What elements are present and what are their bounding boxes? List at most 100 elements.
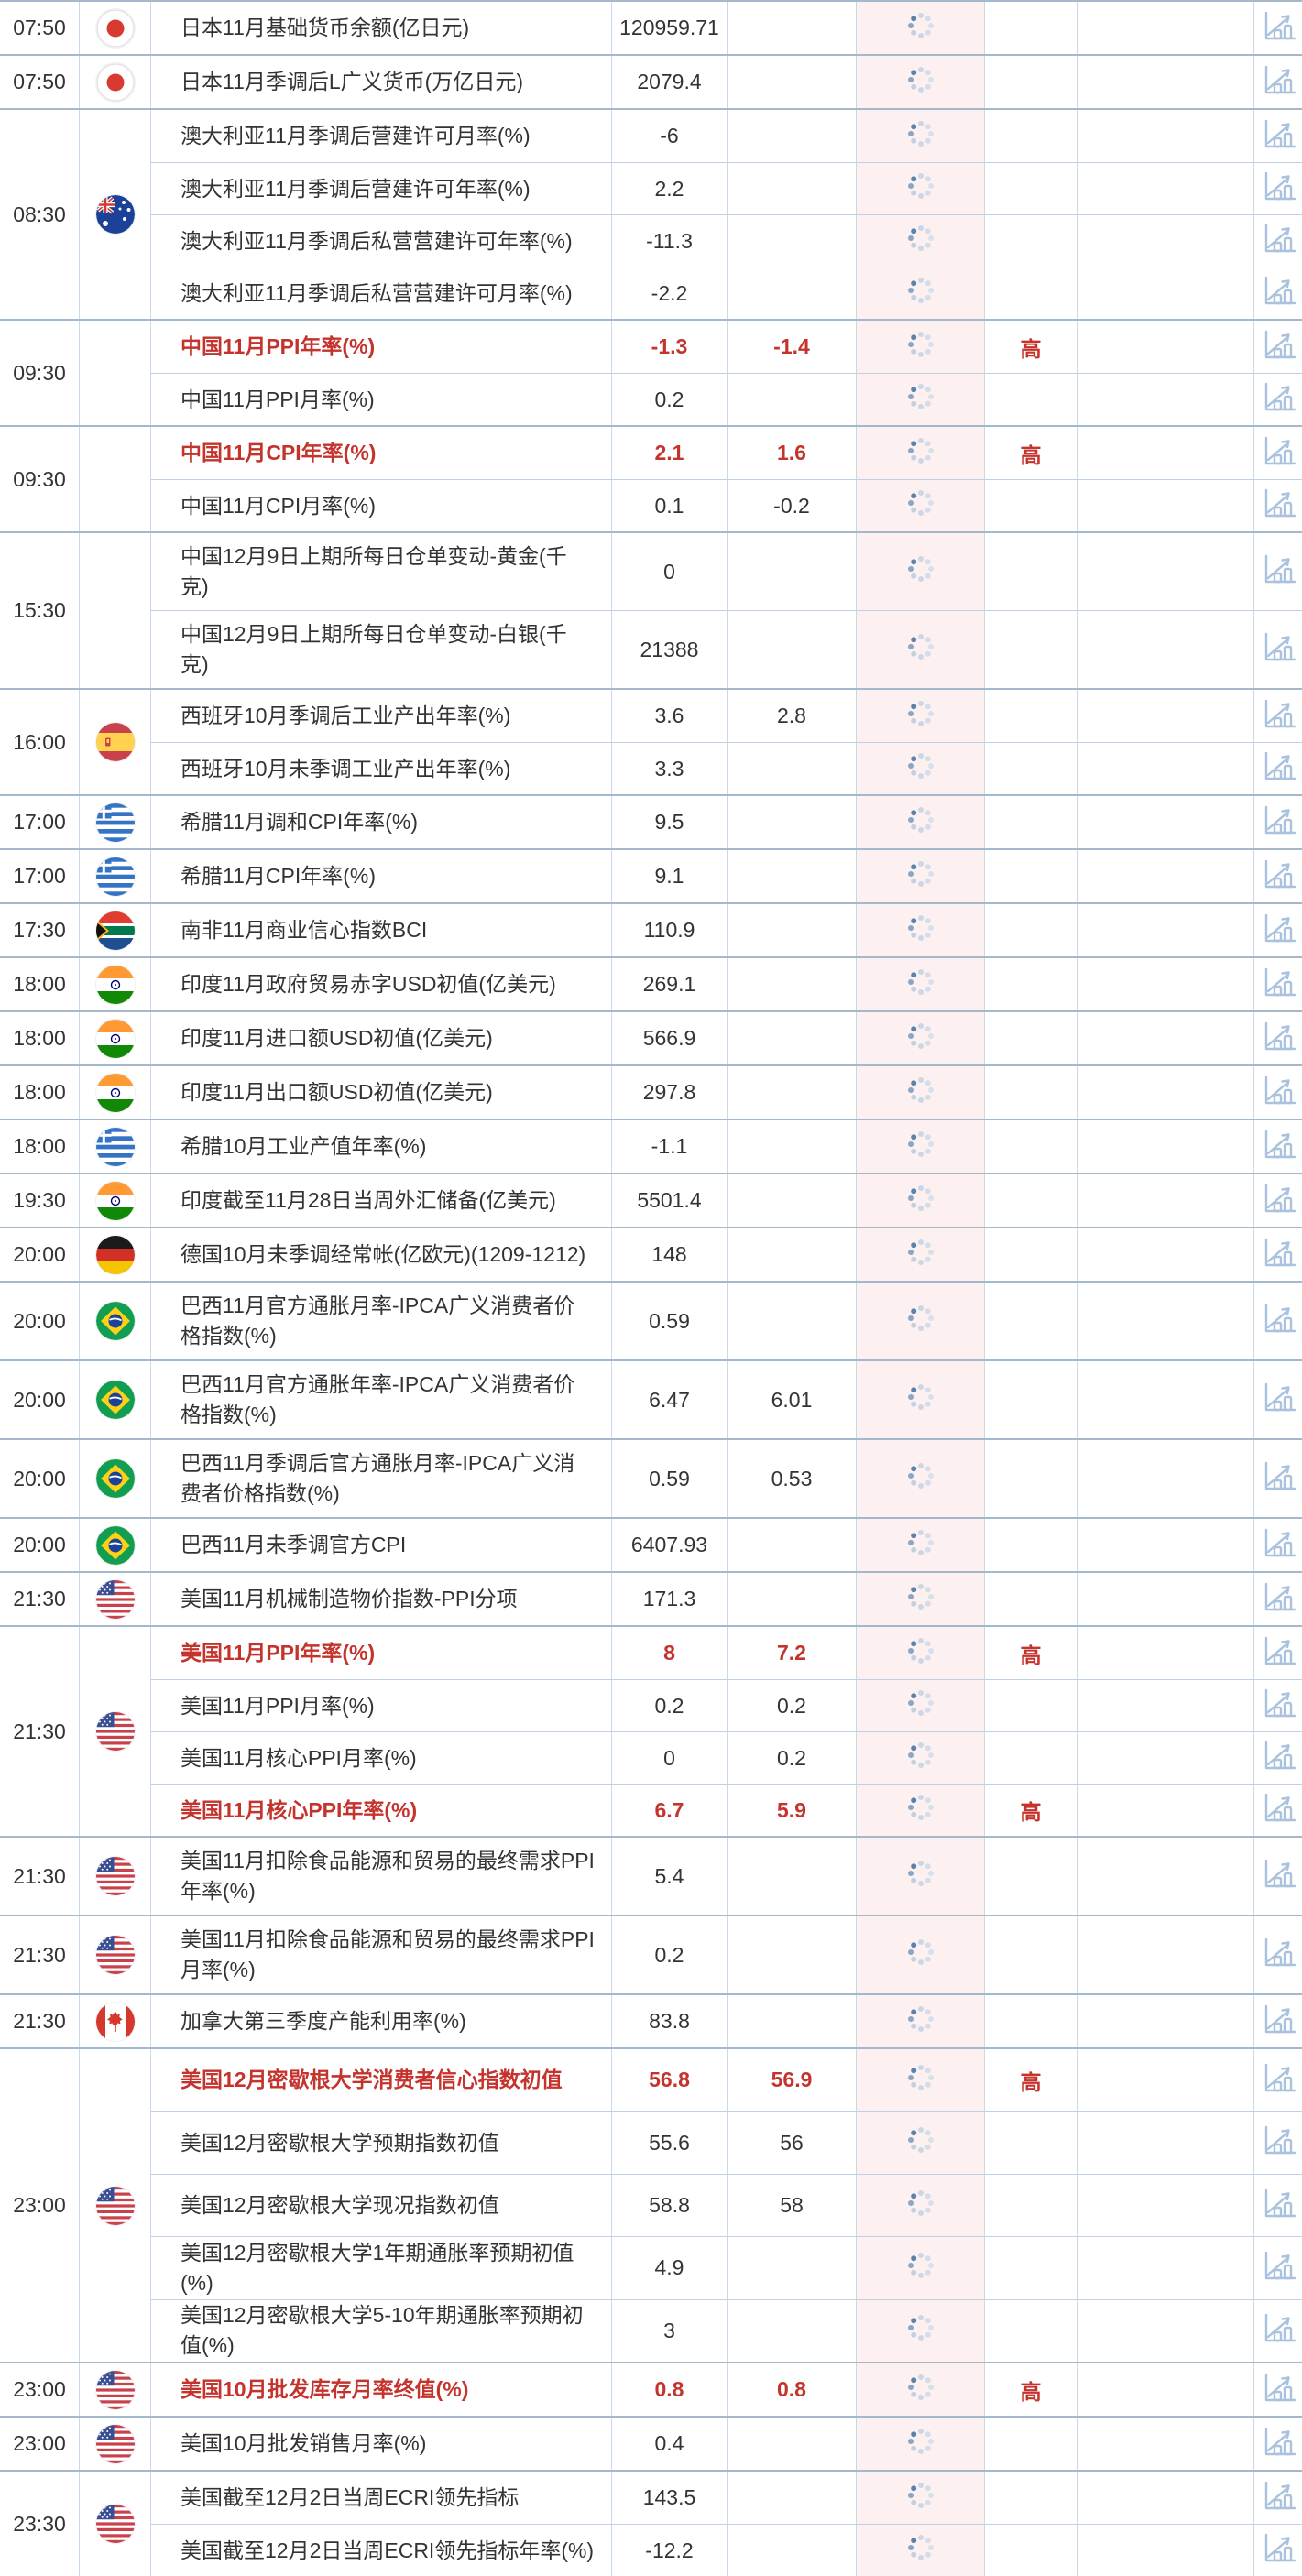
chart-link[interactable]	[1254, 1916, 1302, 1993]
loading-spinner-icon	[906, 2189, 935, 2223]
chart-link[interactable]	[1254, 533, 1302, 610]
bar-chart-icon[interactable]	[1260, 748, 1297, 789]
chart-link[interactable]	[1254, 1785, 1302, 1836]
chart-link[interactable]	[1254, 1573, 1302, 1625]
bar-chart-icon[interactable]	[1260, 169, 1297, 209]
bar-chart-icon[interactable]	[1260, 2186, 1297, 2226]
chart-link[interactable]	[1254, 850, 1302, 902]
event-time: 20:00	[0, 1283, 80, 1359]
chart-link[interactable]	[1254, 1120, 1302, 1173]
chart-link[interactable]	[1254, 611, 1302, 688]
chart-link[interactable]	[1254, 2300, 1302, 2362]
bar-chart-icon[interactable]	[1260, 1633, 1297, 1674]
bar-chart-icon[interactable]	[1260, 2530, 1297, 2571]
chart-link[interactable]	[1254, 110, 1302, 162]
indicator-name: 澳大利亚11月季调后营建许可月率(%)	[151, 110, 612, 162]
bar-chart-icon[interactable]	[1260, 486, 1297, 526]
forecast-value: 6.01	[728, 1361, 857, 1438]
chart-link[interactable]	[1254, 2418, 1302, 2470]
bar-chart-icon[interactable]	[1260, 1790, 1297, 1830]
chart-link[interactable]	[1254, 1680, 1302, 1731]
bar-chart-icon[interactable]	[1260, 221, 1297, 261]
chart-link[interactable]	[1254, 1838, 1302, 1915]
chart-link[interactable]	[1254, 163, 1302, 214]
chart-link[interactable]	[1254, 374, 1302, 425]
bar-chart-icon[interactable]	[1260, 2002, 1297, 2042]
chart-link[interactable]	[1254, 267, 1302, 319]
bar-chart-icon[interactable]	[1260, 911, 1297, 951]
chart-link[interactable]	[1254, 1995, 1302, 2047]
chart-link[interactable]	[1254, 1283, 1302, 1359]
chart-link[interactable]	[1254, 321, 1302, 373]
loading-spinner-icon	[906, 2125, 935, 2160]
chart-link[interactable]	[1254, 796, 1302, 848]
bar-chart-icon[interactable]	[1260, 802, 1297, 843]
chart-link[interactable]	[1254, 1012, 1302, 1064]
bar-chart-icon[interactable]	[1260, 1525, 1297, 1566]
bar-chart-icon[interactable]	[1260, 2424, 1297, 2464]
chart-link[interactable]	[1254, 1361, 1302, 1438]
chart-link[interactable]	[1254, 690, 1302, 742]
bar-chart-icon[interactable]	[1260, 62, 1297, 103]
chart-link[interactable]	[1254, 958, 1302, 1010]
chart-link[interactable]	[1254, 743, 1302, 794]
bar-chart-icon[interactable]	[1260, 379, 1297, 420]
bar-chart-icon[interactable]	[1260, 1181, 1297, 1221]
chart-link[interactable]	[1254, 2472, 1302, 2524]
chart-link[interactable]	[1254, 1066, 1302, 1119]
affect-cell	[1078, 1012, 1254, 1064]
chart-link[interactable]	[1254, 1440, 1302, 1517]
bar-chart-icon[interactable]	[1260, 1935, 1297, 1975]
event-row: 日本11月季调后L广义货币(万亿日元) 2079.4	[151, 56, 1302, 108]
bar-chart-icon[interactable]	[1260, 8, 1297, 49]
chart-link[interactable]	[1254, 1732, 1302, 1784]
chart-link[interactable]	[1254, 1627, 1302, 1679]
bar-chart-icon[interactable]	[1260, 2370, 1297, 2410]
bar-chart-icon[interactable]	[1260, 433, 1297, 474]
chart-link[interactable]	[1254, 215, 1302, 267]
bar-chart-icon[interactable]	[1260, 551, 1297, 592]
bar-chart-icon[interactable]	[1260, 2123, 1297, 2163]
chart-link[interactable]	[1254, 904, 1302, 956]
bar-chart-icon[interactable]	[1260, 1579, 1297, 1620]
bar-chart-icon[interactable]	[1260, 2478, 1297, 2518]
chart-link[interactable]	[1254, 2, 1302, 54]
chart-link[interactable]	[1254, 2363, 1302, 2416]
chart-link[interactable]	[1254, 2525, 1302, 2576]
bar-chart-icon[interactable]	[1260, 1301, 1297, 1341]
loading-cell	[857, 1785, 985, 1836]
bar-chart-icon[interactable]	[1260, 2248, 1297, 2288]
bar-chart-icon[interactable]	[1260, 273, 1297, 313]
event-time: 18:00	[0, 1120, 80, 1173]
bar-chart-icon[interactable]	[1260, 696, 1297, 737]
bar-chart-icon[interactable]	[1260, 1458, 1297, 1499]
chart-link[interactable]	[1254, 1228, 1302, 1281]
event-row: 中国11月PPI月率(%) 0.2	[151, 373, 1302, 425]
bar-chart-icon[interactable]	[1260, 116, 1297, 157]
bar-chart-icon[interactable]	[1260, 1127, 1297, 1167]
chart-link[interactable]	[1254, 2175, 1302, 2236]
chart-link[interactable]	[1254, 56, 1302, 108]
bar-chart-icon[interactable]	[1260, 1686, 1297, 1726]
event-time: 23:30	[0, 2472, 80, 2576]
bar-chart-icon[interactable]	[1260, 1738, 1297, 1778]
chart-link[interactable]	[1254, 427, 1302, 479]
bar-chart-icon[interactable]	[1260, 1019, 1297, 1059]
bar-chart-icon[interactable]	[1260, 1856, 1297, 1896]
bar-chart-icon[interactable]	[1260, 965, 1297, 1005]
bar-chart-icon[interactable]	[1260, 857, 1297, 897]
chart-link[interactable]	[1254, 2237, 1302, 2298]
bar-chart-icon[interactable]	[1260, 2310, 1297, 2351]
bar-chart-icon[interactable]	[1260, 2060, 1297, 2101]
bar-chart-icon[interactable]	[1260, 1380, 1297, 1420]
chart-link[interactable]	[1254, 1174, 1302, 1227]
indicator-name: 美国11月扣除食品能源和贸易的最终需求PPI月率(%)	[151, 1916, 612, 1993]
bar-chart-icon[interactable]	[1260, 327, 1297, 367]
chart-link[interactable]	[1254, 480, 1302, 531]
chart-link[interactable]	[1254, 1519, 1302, 1571]
bar-chart-icon[interactable]	[1260, 629, 1297, 670]
chart-link[interactable]	[1254, 2112, 1302, 2173]
bar-chart-icon[interactable]	[1260, 1073, 1297, 1113]
chart-link[interactable]	[1254, 2049, 1302, 2111]
bar-chart-icon[interactable]	[1260, 1235, 1297, 1275]
